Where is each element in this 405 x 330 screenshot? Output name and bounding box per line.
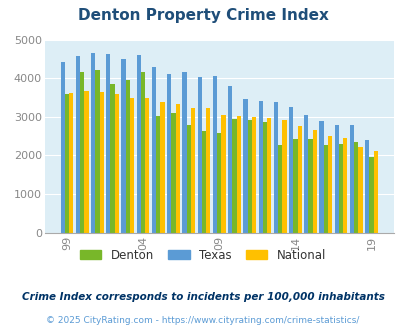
Bar: [206, 108, 210, 233]
Bar: [167, 74, 171, 233]
Bar: [126, 80, 130, 233]
Bar: [308, 139, 312, 233]
Bar: [99, 92, 104, 233]
Bar: [190, 108, 195, 233]
Bar: [243, 99, 247, 233]
Bar: [217, 133, 221, 233]
Bar: [110, 84, 115, 233]
Bar: [201, 131, 206, 233]
Bar: [369, 157, 373, 233]
Bar: [373, 151, 377, 233]
Bar: [95, 71, 99, 233]
Bar: [84, 91, 88, 233]
Bar: [91, 53, 95, 233]
Bar: [292, 139, 297, 233]
Bar: [151, 67, 156, 233]
Bar: [171, 113, 175, 233]
Bar: [364, 140, 369, 233]
Bar: [141, 72, 145, 233]
Bar: [273, 102, 277, 233]
Bar: [247, 120, 251, 233]
Bar: [262, 122, 266, 233]
Bar: [60, 62, 65, 233]
Bar: [228, 85, 232, 233]
Bar: [65, 94, 69, 233]
Bar: [80, 72, 84, 233]
Bar: [136, 55, 141, 233]
Bar: [327, 136, 331, 233]
Bar: [323, 145, 327, 233]
Bar: [297, 126, 301, 233]
Bar: [221, 115, 225, 233]
Bar: [312, 130, 316, 233]
Bar: [266, 118, 271, 233]
Bar: [106, 54, 110, 233]
Text: Crime Index corresponds to incidents per 100,000 inhabitants: Crime Index corresponds to incidents per…: [21, 292, 384, 302]
Bar: [303, 115, 308, 233]
Legend: Denton, Texas, National: Denton, Texas, National: [75, 244, 330, 266]
Bar: [277, 145, 281, 233]
Bar: [281, 120, 286, 233]
Bar: [160, 102, 164, 233]
Bar: [288, 107, 292, 233]
Text: Denton Property Crime Index: Denton Property Crime Index: [77, 8, 328, 23]
Bar: [115, 94, 119, 233]
Bar: [69, 93, 73, 233]
Bar: [186, 125, 190, 233]
Bar: [342, 138, 347, 233]
Bar: [353, 142, 358, 233]
Bar: [358, 147, 362, 233]
Bar: [319, 121, 323, 233]
Bar: [182, 72, 186, 233]
Bar: [76, 56, 80, 233]
Bar: [349, 125, 353, 233]
Bar: [236, 116, 240, 233]
Bar: [258, 101, 262, 233]
Bar: [121, 59, 126, 233]
Bar: [156, 116, 160, 233]
Bar: [334, 124, 338, 233]
Bar: [145, 98, 149, 233]
Bar: [251, 117, 256, 233]
Bar: [212, 76, 217, 233]
Bar: [232, 119, 236, 233]
Bar: [175, 104, 179, 233]
Bar: [197, 78, 201, 233]
Bar: [130, 98, 134, 233]
Text: © 2025 CityRating.com - https://www.cityrating.com/crime-statistics/: © 2025 CityRating.com - https://www.city…: [46, 316, 359, 325]
Bar: [338, 144, 342, 233]
